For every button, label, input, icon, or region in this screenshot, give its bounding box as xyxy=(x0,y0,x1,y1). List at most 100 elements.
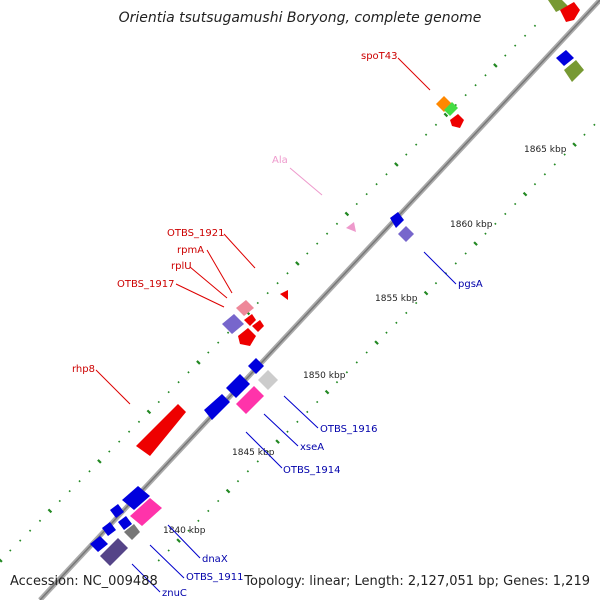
scale-tick xyxy=(256,460,259,463)
gene-feature[interactable] xyxy=(222,314,244,334)
gene-feature[interactable] xyxy=(390,212,404,228)
scale-tick xyxy=(196,360,201,365)
scale-label-1865: 1865 kbp xyxy=(524,145,567,155)
scale-tick xyxy=(38,519,42,522)
scale-tick xyxy=(157,400,160,404)
leader-otbs1914 xyxy=(245,431,283,469)
gene-feature[interactable] xyxy=(226,374,250,398)
gene-feature[interactable] xyxy=(110,504,124,518)
gene-feature[interactable] xyxy=(450,114,464,128)
gene-pgsA[interactable] xyxy=(398,226,414,242)
gene-feature[interactable] xyxy=(258,370,278,390)
gene-feature[interactable] xyxy=(118,516,132,530)
label-otbs1916[interactable]: OTBS_1916 xyxy=(320,424,377,435)
scale-tick xyxy=(395,321,398,324)
scale-label-1850: 1850 kbp xyxy=(303,371,346,381)
scale-tick xyxy=(58,499,61,503)
gene-feature[interactable] xyxy=(102,522,116,536)
gene-feature[interactable] xyxy=(248,358,264,374)
gene-znuC[interactable] xyxy=(90,536,108,552)
scale-tick xyxy=(296,420,299,423)
scale-label-1845: 1845 kbp xyxy=(232,448,275,458)
gene-feature[interactable] xyxy=(124,524,140,540)
gene-otbs1914[interactable] xyxy=(204,394,230,420)
scale-tick xyxy=(473,241,478,246)
scale-tick xyxy=(28,529,32,532)
scale-tick xyxy=(47,508,53,514)
scale-tick xyxy=(88,470,91,473)
label-otbs1917[interactable]: OTBS_1917 xyxy=(117,279,174,290)
gene-feature[interactable] xyxy=(238,328,256,346)
scale-tick xyxy=(415,143,418,146)
scale-tick xyxy=(394,162,399,167)
leader-dnaX xyxy=(167,524,201,559)
scale-tick xyxy=(484,232,487,235)
gene-feature[interactable] xyxy=(244,314,256,326)
map-title: Orientia tsutsugamushi Boryong, complete… xyxy=(118,10,482,26)
leader-pgsA xyxy=(423,251,457,285)
gene-otbs1911[interactable] xyxy=(100,538,128,566)
scale-tick xyxy=(375,183,378,186)
scale-tick xyxy=(306,410,309,414)
gene-feature[interactable] xyxy=(280,290,288,300)
label-pgsA[interactable]: pgsA xyxy=(458,279,483,290)
scale-tick xyxy=(108,450,111,453)
scale-tick xyxy=(493,63,498,68)
scale-tick xyxy=(593,123,596,126)
gene-dnaX[interactable] xyxy=(130,498,162,526)
scale-tick xyxy=(514,202,517,206)
label-rhp8[interactable]: rhp8 xyxy=(72,364,95,375)
label-dnaX[interactable]: dnaX xyxy=(202,554,228,565)
leader-otbs1921 xyxy=(223,233,256,269)
scale-tick xyxy=(236,480,240,483)
scale-tick xyxy=(563,153,566,156)
scale-tick xyxy=(335,381,339,384)
gene-feature[interactable] xyxy=(548,0,568,12)
forward-features xyxy=(136,0,580,456)
scale-tick xyxy=(374,340,379,345)
scale-tick xyxy=(118,440,121,443)
label-xseA[interactable]: xseA xyxy=(300,442,324,453)
scale-tick xyxy=(78,480,81,483)
label-rpmA[interactable]: rpmA xyxy=(177,245,204,256)
label-ala[interactable]: Ala xyxy=(272,155,288,166)
gene-feature[interactable] xyxy=(564,60,584,82)
gene-feature[interactable] xyxy=(556,50,574,66)
gene-xseA[interactable] xyxy=(236,386,264,414)
scale-tick xyxy=(543,173,547,176)
gene-feature[interactable] xyxy=(560,2,580,22)
accession-text: Accession: NC_009488 xyxy=(10,574,158,589)
scale-tick xyxy=(9,549,12,552)
scale-tick xyxy=(553,163,556,166)
scale-tick xyxy=(474,84,477,87)
gene-feature[interactable] xyxy=(236,300,254,316)
label-rplU[interactable]: rplU xyxy=(171,261,192,272)
scale-tick xyxy=(137,420,141,423)
trna-feature[interactable] xyxy=(346,222,356,232)
label-spoT43[interactable]: spoT43 xyxy=(361,51,398,62)
scale-tick xyxy=(256,301,259,305)
scale-tick xyxy=(167,549,170,552)
scale-tick xyxy=(504,54,507,57)
scale-tick xyxy=(226,331,230,334)
label-otbs1911[interactable]: OTBS_1911 xyxy=(186,572,243,583)
leader-otbs1917 xyxy=(175,283,225,308)
scale-ticks xyxy=(0,24,596,563)
gene-feature[interactable] xyxy=(252,320,264,332)
scale-tick xyxy=(514,44,517,47)
label-otbs1921[interactable]: OTBS_1921 xyxy=(167,228,224,239)
scale-tick xyxy=(225,488,231,494)
scale-tick xyxy=(295,261,300,266)
label-znuC[interactable]: znuC xyxy=(162,588,187,599)
gene-feature[interactable] xyxy=(444,102,458,116)
scale-tick xyxy=(523,34,527,37)
scale-tick xyxy=(316,242,319,245)
label-otbs1914[interactable]: OTBS_1914 xyxy=(283,465,340,476)
scale-tick xyxy=(522,191,528,197)
scale-tick xyxy=(275,439,280,444)
scale-label-1840: 1840 kbp xyxy=(163,526,206,536)
gene-feature[interactable] xyxy=(122,486,150,510)
gene-rhp8[interactable] xyxy=(136,404,186,456)
scale-tick xyxy=(266,291,269,295)
scale-tick xyxy=(207,509,210,513)
